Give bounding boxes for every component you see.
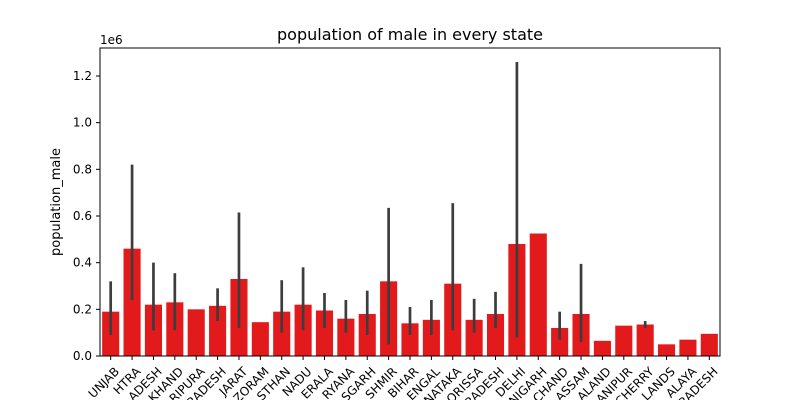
chart-title: population of male in every state [277,25,543,44]
y-tick-label-2: 0.4 [73,256,92,270]
bar-28 [700,333,718,356]
y-axis-label: population_male [49,148,64,256]
bar-23 [593,340,611,356]
bar-20 [529,233,547,356]
y-tick-label-0: 0.0 [73,349,92,363]
error-bars-group [109,62,647,345]
bars-group [102,233,718,356]
x-axis: UNJABHTRAADESHKHANDRIPURARADESHJARATZORA… [86,356,721,404]
bar-27 [679,339,697,356]
y-tick-label-6: 1.2 [73,69,92,83]
bar-8 [273,311,291,356]
bar-4 [187,309,205,356]
plot-frame [99,47,721,357]
y-axis: 0.0 0.2 0.4 0.6 0.8 1.0 1.2 [73,69,100,363]
y-tick-label-1: 0.2 [73,302,92,316]
bar-5 [209,305,227,356]
bar-26 [658,344,676,356]
y-tick-label-3: 0.6 [73,209,92,223]
bar-17 [465,319,483,356]
y-tick-label-5: 1.0 [73,116,92,130]
bar-18 [486,314,505,356]
y-axis-multiplier: 1e6 [100,33,123,47]
y-tick-label-4: 0.8 [73,162,92,176]
bar-11 [337,318,355,356]
bar-21 [551,328,569,356]
bar-7 [251,322,269,356]
bar-1 [123,248,141,356]
bar-14 [401,323,419,356]
bar-24 [615,325,633,356]
bar-15 [422,319,440,356]
bar-10 [315,310,334,356]
bar-25 [636,324,654,356]
